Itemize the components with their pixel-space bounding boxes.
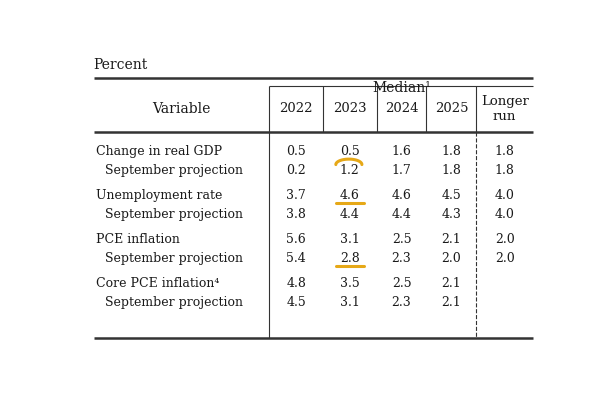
Text: Core PCE inflation⁴: Core PCE inflation⁴ (96, 277, 220, 290)
Text: September projection: September projection (105, 296, 243, 309)
Text: September projection: September projection (105, 164, 243, 177)
Text: 4.4: 4.4 (392, 208, 412, 221)
Text: 4.5: 4.5 (286, 296, 306, 309)
Text: 4.8: 4.8 (286, 277, 306, 290)
Text: 4.4: 4.4 (340, 208, 360, 221)
Text: 1.8: 1.8 (442, 145, 461, 158)
Text: 2.0: 2.0 (442, 252, 461, 265)
Text: Median¹: Median¹ (372, 81, 431, 95)
Text: 2022: 2022 (280, 102, 313, 115)
Text: 3.8: 3.8 (286, 208, 306, 221)
Text: 2.1: 2.1 (442, 296, 461, 309)
Text: 1.2: 1.2 (340, 164, 359, 177)
Text: Change in real GDP: Change in real GDP (96, 145, 222, 158)
Text: 4.0: 4.0 (495, 208, 515, 221)
Text: 2.3: 2.3 (392, 252, 412, 265)
Text: Unemployment rate: Unemployment rate (96, 189, 223, 202)
Text: 0.5: 0.5 (340, 145, 359, 158)
Text: 4.6: 4.6 (392, 189, 412, 202)
Text: 2.1: 2.1 (442, 277, 461, 290)
Text: 3.7: 3.7 (286, 189, 306, 202)
Text: 1.7: 1.7 (392, 164, 412, 177)
Text: 2025: 2025 (434, 102, 468, 115)
Text: 1.8: 1.8 (495, 145, 515, 158)
Text: 4.6: 4.6 (340, 189, 360, 202)
Text: 2.1: 2.1 (442, 233, 461, 246)
Text: 2.5: 2.5 (392, 277, 412, 290)
Text: 3.5: 3.5 (340, 277, 359, 290)
Text: Variable: Variable (152, 102, 211, 116)
Text: 3.1: 3.1 (340, 296, 360, 309)
Text: 3.1: 3.1 (340, 233, 360, 246)
Text: 2.0: 2.0 (495, 233, 515, 246)
Text: Longer
run: Longer run (481, 95, 529, 123)
Text: September projection: September projection (105, 252, 243, 265)
Text: 1.6: 1.6 (392, 145, 412, 158)
Text: 2024: 2024 (385, 102, 418, 115)
Text: 2023: 2023 (333, 102, 367, 115)
Text: 2.5: 2.5 (392, 233, 412, 246)
Text: 5.4: 5.4 (286, 252, 306, 265)
Text: 2.3: 2.3 (392, 296, 412, 309)
Text: 5.6: 5.6 (286, 233, 306, 246)
Text: 0.2: 0.2 (286, 164, 306, 177)
Text: Percent: Percent (94, 58, 148, 72)
Text: 0.5: 0.5 (286, 145, 306, 158)
Text: 4.5: 4.5 (442, 189, 461, 202)
Text: 2.8: 2.8 (340, 252, 359, 265)
Text: 1.8: 1.8 (495, 164, 515, 177)
Text: September projection: September projection (105, 208, 243, 221)
Text: PCE inflation: PCE inflation (96, 233, 180, 246)
Text: 4.0: 4.0 (495, 189, 515, 202)
Text: 1.8: 1.8 (442, 164, 461, 177)
Text: 4.3: 4.3 (442, 208, 461, 221)
Text: 2.0: 2.0 (495, 252, 515, 265)
